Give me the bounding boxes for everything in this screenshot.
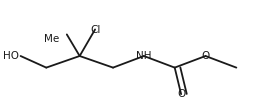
Text: Me: Me (44, 34, 59, 44)
Text: NH: NH (136, 51, 152, 61)
Text: Cl: Cl (90, 25, 100, 35)
Text: HO: HO (3, 51, 19, 61)
Text: O: O (177, 89, 185, 99)
Text: O: O (201, 51, 210, 61)
